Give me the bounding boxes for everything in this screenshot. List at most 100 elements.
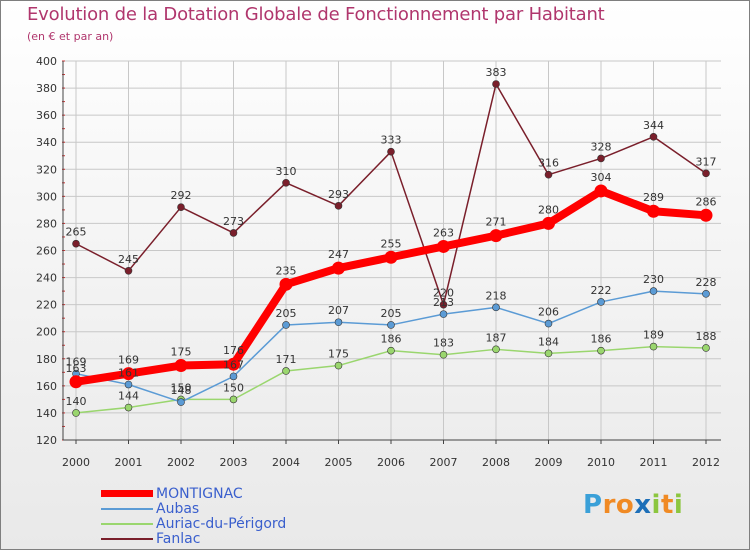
data-point-auriac-du-p-rigord [282, 367, 290, 375]
data-point-fanlac [177, 203, 185, 211]
data-labels: 265 245 292 273 310 293 333 220 383 316 328 344 317 1… [66, 66, 717, 408]
data-label-montignac: 271 [486, 216, 507, 229]
y-tick-label: 380 [36, 82, 57, 95]
data-point-auriac-du-p-rigord [702, 344, 710, 352]
data-point-fanlac [649, 133, 658, 141]
legend-label: Fanlac [156, 530, 201, 547]
legend-item-aubas: Aubas [101, 501, 286, 517]
data-point-auriac-du-p-rigord [649, 342, 658, 351]
data-label-auriac-du-p-rigord: 150 [223, 381, 244, 394]
data-label-fanlac: 317 [696, 155, 717, 168]
x-tick-label: 2005 [325, 456, 353, 469]
data-label-aubas: 148 [171, 384, 192, 397]
data-label-fanlac: 333 [381, 134, 402, 147]
data-label-montignac: 286 [696, 195, 717, 208]
data-label-fanlac: 344 [643, 119, 664, 132]
data-point-fanlac [544, 170, 553, 179]
data-point-auriac-du-p-rigord [544, 349, 553, 358]
data-label-auriac-du-p-rigord: 187 [486, 331, 507, 344]
data-point-montignac [122, 367, 135, 381]
data-label-aubas: 218 [486, 289, 507, 302]
legend-item-auriac: Auriac-du-Périgord [101, 516, 286, 532]
data-label-montignac: 175 [171, 346, 192, 359]
data-label-fanlac: 265 [66, 226, 87, 239]
data-label-aubas: 228 [696, 276, 717, 289]
x-tick-label: 2006 [377, 456, 405, 469]
logo-letter: r [602, 490, 616, 520]
data-point-montignac [542, 216, 555, 230]
data-label-auriac-du-p-rigord: 189 [643, 329, 664, 342]
data-point-montignac [489, 229, 503, 243]
data-point-auriac-du-p-rigord [72, 409, 80, 417]
x-tick-label: 2007 [430, 456, 458, 469]
data-label-montignac: 163 [66, 362, 87, 375]
logo-letter: x [634, 490, 652, 520]
x-tick-label: 2012 [692, 456, 720, 469]
y-tick-label: 340 [36, 136, 57, 149]
legend-item-fanlac: Fanlac [101, 530, 286, 547]
data-label-fanlac: 245 [118, 253, 139, 266]
data-point-fanlac [282, 179, 290, 187]
data-point-aubas [229, 372, 238, 381]
y-tick-label: 400 [36, 55, 57, 68]
data-label-fanlac: 316 [538, 157, 559, 170]
chart-legend: MONTIGNAC Aubas Auriac-du-Périgord Fanla… [101, 486, 286, 547]
data-label-montignac: 263 [433, 226, 454, 239]
data-point-fanlac [72, 239, 80, 248]
data-point-montignac [279, 277, 293, 291]
logo-letter: o [615, 490, 635, 520]
data-label-montignac: 247 [328, 248, 349, 261]
data-point-fanlac [387, 147, 395, 156]
data-label-aubas: 161 [118, 367, 139, 380]
data-point-aubas [597, 298, 605, 306]
data-point-montignac [227, 357, 240, 371]
data-point-fanlac [492, 80, 500, 88]
y-tick-label: 320 [36, 163, 57, 176]
data-label-fanlac: 328 [591, 140, 612, 153]
chart-title: Evolution de la Dotation Globale de Fonc… [27, 4, 605, 25]
axes: 120 140 160 180 200 220 240 260 280 300 320 340 360 3… [36, 55, 721, 469]
data-point-montignac [69, 375, 83, 389]
data-point-aubas [492, 303, 500, 312]
y-tick-label: 300 [36, 190, 57, 203]
data-point-auriac-du-p-rigord [597, 346, 605, 355]
data-point-fanlac [334, 202, 343, 210]
y-tick-label: 140 [36, 407, 57, 420]
y-tick-label: 120 [36, 434, 57, 447]
data-label-montignac: 280 [538, 203, 559, 216]
logo-letter: P [583, 490, 603, 520]
data-point-fanlac [702, 169, 710, 178]
proxiti-logo: Proxiti [583, 490, 683, 520]
data-label-fanlac: 293 [328, 188, 349, 201]
data-point-fanlac [229, 229, 238, 237]
x-tick-label: 2001 [115, 456, 143, 469]
data-label-auriac-du-p-rigord: 140 [66, 395, 87, 408]
data-label-aubas: 169 [66, 356, 87, 369]
data-point-aubas [649, 287, 658, 295]
legend-swatch-aubas [101, 507, 153, 510]
data-label-auriac-du-p-rigord: 175 [328, 348, 349, 361]
data-point-aubas [439, 310, 448, 318]
data-label-auriac-du-p-rigord: 188 [696, 330, 717, 343]
y-tick-label: 360 [36, 109, 57, 122]
data-point-montignac [384, 250, 398, 264]
data-label-aubas: 167 [223, 358, 244, 371]
legend-item-montignac: MONTIGNAC [101, 486, 286, 502]
data-point-montignac [594, 184, 608, 198]
legend-swatch-montignac [101, 490, 153, 497]
data-label-auriac-du-p-rigord: 186 [381, 333, 402, 346]
data-point-montignac [332, 261, 345, 275]
data-label-montignac: 255 [381, 237, 402, 250]
data-label-montignac: 289 [643, 191, 664, 204]
x-tick-label: 2002 [167, 456, 195, 469]
x-tick-label: 2004 [272, 456, 300, 469]
data-point-auriac-du-p-rigord [387, 346, 395, 355]
data-point-auriac-du-p-rigord [229, 395, 238, 404]
logo-letter: t [660, 490, 674, 520]
y-tick-label: 200 [36, 326, 57, 339]
x-tick-label: 2003 [220, 456, 248, 469]
data-point-aubas [387, 321, 395, 329]
x-tick-label: 2009 [535, 456, 563, 469]
